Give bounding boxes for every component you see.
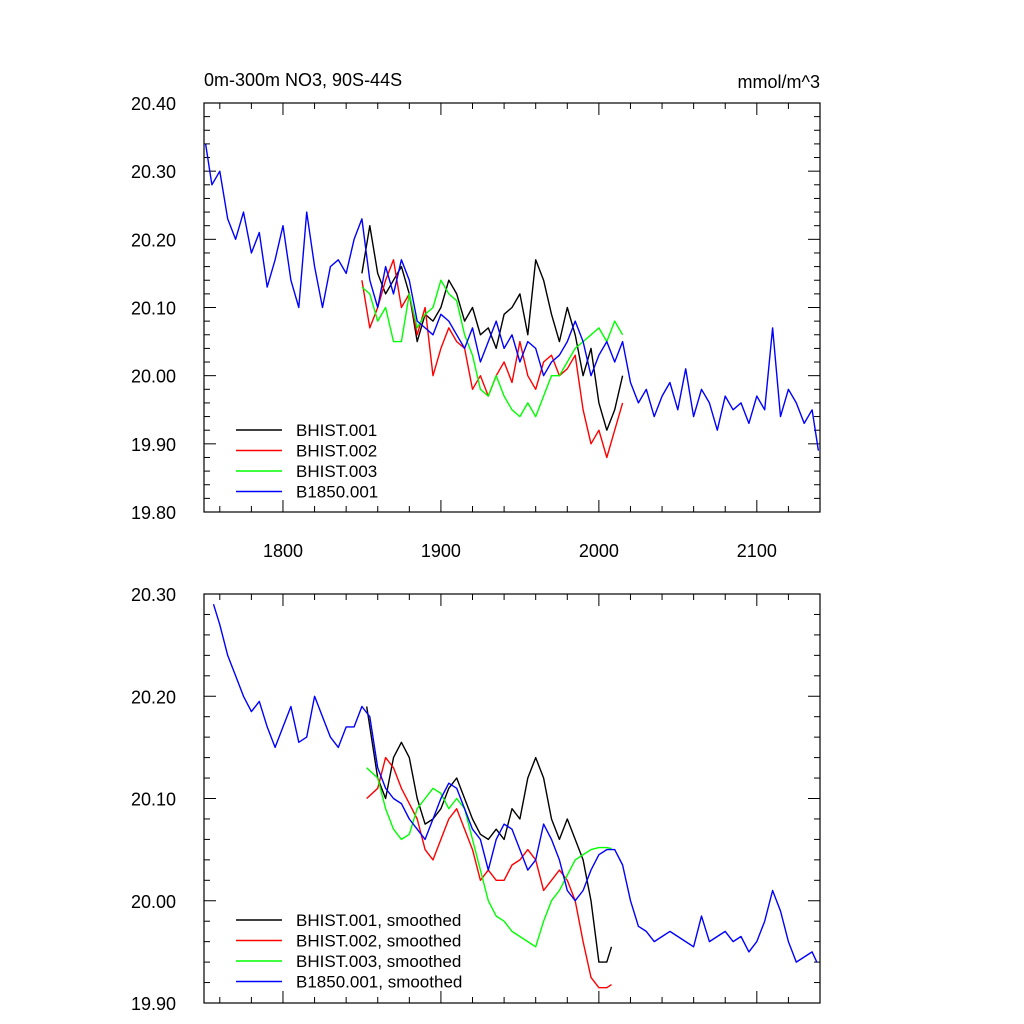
y-tick-label: 20.30 xyxy=(131,585,176,605)
y-tick-label: 20.00 xyxy=(131,367,176,387)
chart-title: 0m-300m NO3, 90S-44S xyxy=(204,70,402,90)
x-tick-label: 1900 xyxy=(421,541,461,561)
y-tick-label: 20.10 xyxy=(131,790,176,810)
series-line xyxy=(204,143,820,451)
top-panel: 0m-300m NO3, 90S-44S mmol/m^3 1800 1900 20… xyxy=(131,70,821,561)
y-tick-label: 20.10 xyxy=(131,299,176,319)
x-tick-label: 1800 xyxy=(263,541,303,561)
legend-label: BHIST.001 xyxy=(296,421,377,440)
legend-label: BHIST.001, smoothed xyxy=(296,911,461,930)
series-line xyxy=(361,259,624,459)
series-line xyxy=(361,224,624,431)
y-tick-label: 19.80 xyxy=(131,503,176,523)
x-tick-label: 2100 xyxy=(737,541,777,561)
legend-label: BHIST.002, smoothed xyxy=(296,932,461,951)
y-tick-label: 20.20 xyxy=(131,687,176,707)
units-label: mmol/m^3 xyxy=(738,72,820,92)
series-line xyxy=(366,706,613,963)
legend-label: B1850.001 xyxy=(296,483,378,502)
y-tick-label: 20.00 xyxy=(131,892,176,912)
y-tick-label: 20.20 xyxy=(131,230,176,250)
series-line xyxy=(366,756,612,989)
series-line xyxy=(212,603,818,963)
y-tick-label: 20.40 xyxy=(131,94,176,114)
y-tick-label: 20.30 xyxy=(131,162,176,182)
legend-label: B1850.001, smoothed xyxy=(296,973,462,992)
legend-label: BHIST.003, smoothed xyxy=(296,952,461,971)
y-tick-label: 19.90 xyxy=(131,994,176,1014)
series-line xyxy=(366,767,612,948)
x-tick-label: 2000 xyxy=(579,541,619,561)
bottom-panel: 19.90 20.00 20.10 20.20 20.30 BHIST.001, smoo… xyxy=(131,585,821,1014)
legend-label: BHIST.002 xyxy=(296,442,377,461)
y-tick-label: 19.90 xyxy=(131,435,176,455)
legend-label: BHIST.003 xyxy=(296,462,377,481)
series-line xyxy=(361,279,624,418)
